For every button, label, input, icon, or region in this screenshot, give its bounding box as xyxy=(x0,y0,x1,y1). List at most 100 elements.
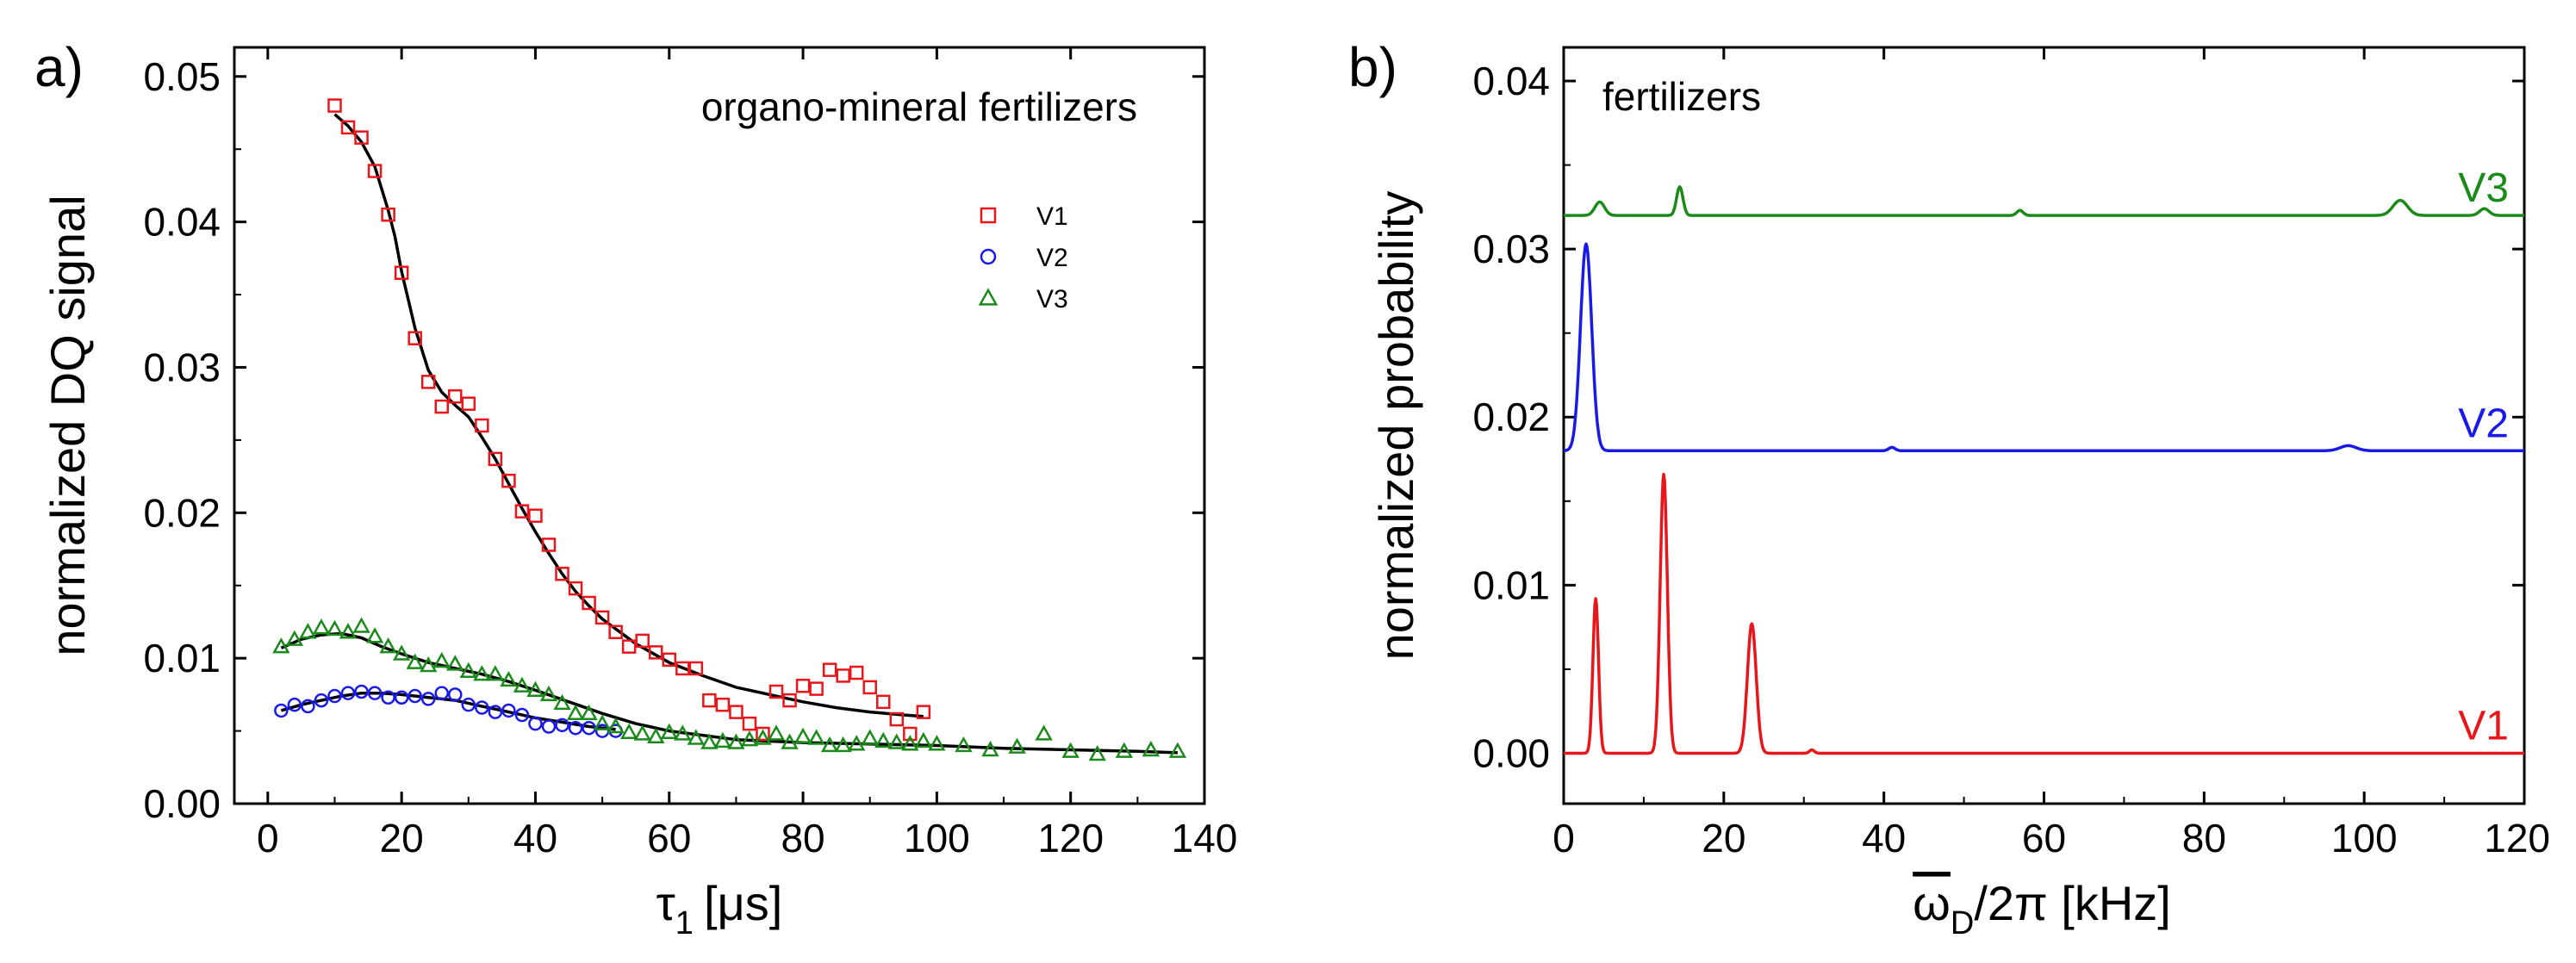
x-tick-label: 80 xyxy=(781,816,824,860)
y-tick-label: 0.00 xyxy=(1472,730,1550,775)
data-point-triangle xyxy=(687,729,705,745)
data-point-triangle xyxy=(1168,742,1187,758)
data-point-square xyxy=(475,418,489,433)
panel-b-label: b) xyxy=(1348,36,1397,98)
panel-a-x-axis-label: τ1 [μs] xyxy=(656,876,783,941)
data-point-triangle xyxy=(1088,744,1106,761)
data-point-triangle xyxy=(285,630,304,646)
data-point-triangle xyxy=(887,733,905,749)
data-point-square xyxy=(408,331,422,345)
data-point-square xyxy=(434,399,449,414)
panel-b-x-rest: /2π [kHz] xyxy=(1974,876,2170,930)
data-point-triangle xyxy=(807,729,825,745)
data-point-triangle xyxy=(713,731,732,749)
data-point-triangle xyxy=(848,735,866,751)
data-point-square xyxy=(420,375,436,389)
data-point-triangle xyxy=(580,704,598,721)
legend-entry-label: V2 xyxy=(1036,244,1068,272)
data-point-triangle xyxy=(767,724,786,741)
data-point-triangle xyxy=(486,665,505,681)
data-point-circle xyxy=(301,699,315,714)
data-point-square xyxy=(367,164,383,178)
data-point-square xyxy=(340,120,356,135)
data-point-square xyxy=(608,624,623,640)
data-point-square xyxy=(795,678,811,693)
data-point-square xyxy=(903,726,918,742)
data-point-triangle xyxy=(352,617,370,633)
data-point-circle xyxy=(394,690,409,705)
data-point-square xyxy=(702,693,717,708)
data-point-square xyxy=(756,726,770,742)
data-point-circle xyxy=(448,687,463,702)
panel-a-label: a) xyxy=(34,36,84,98)
data-point-square xyxy=(889,711,905,727)
data-point-square xyxy=(980,207,997,224)
data-point-square xyxy=(635,633,650,649)
panel-b-annotation: fertilizers xyxy=(1602,74,1761,119)
panel-a-chart: 0 20 40 60 80 100 120 140 0.00 0.01 0.02 0.03 0.04 0.… xyxy=(34,36,1237,941)
distribution-line xyxy=(1563,472,2525,755)
data-point-square xyxy=(582,595,596,611)
data-point-square xyxy=(514,504,530,519)
data-point-square xyxy=(688,661,704,676)
y-tick-label: 0.00 xyxy=(143,781,221,826)
data-point-triangle xyxy=(928,735,946,751)
data-point-triangle xyxy=(834,736,852,753)
data-point-square xyxy=(809,681,824,696)
x-tick-label: 120 xyxy=(2484,816,2550,860)
data-point-triangle xyxy=(299,623,317,639)
data-point-triangle xyxy=(539,685,558,702)
y-tick-label: 0.05 xyxy=(143,54,221,99)
data-point-circle xyxy=(340,686,356,700)
data-point-triangle xyxy=(339,623,358,639)
x-tick-label: 100 xyxy=(2331,816,2398,860)
data-point-triangle xyxy=(754,729,772,745)
data-point-square xyxy=(648,645,663,660)
x-tick-label: 60 xyxy=(2022,816,2066,860)
panel-a-x-unit: [μs] xyxy=(704,876,782,930)
data-point-triangle xyxy=(1008,737,1026,754)
data-point-square xyxy=(461,396,476,411)
data-point-square xyxy=(594,610,610,625)
x-tick-label: 20 xyxy=(380,816,424,860)
y-tick-label: 0.04 xyxy=(143,200,221,245)
data-point-triangle xyxy=(914,731,933,749)
panel-b-ticks: 0 20 40 60 80 100 120 0.00 0.01 0.02 0.03 0.04 xyxy=(1472,47,2550,860)
data-point-square xyxy=(555,566,569,581)
data-point-square xyxy=(675,661,690,676)
data-point-circle xyxy=(541,719,557,734)
data-point-square xyxy=(528,508,543,523)
data-point-square xyxy=(621,639,637,654)
data-point-triangle xyxy=(1035,724,1053,741)
distribution-line xyxy=(1563,185,2525,217)
data-point-triangle xyxy=(820,736,839,753)
legend-entry-label: V1 xyxy=(1036,202,1068,231)
x-tick-label: 40 xyxy=(513,816,557,860)
y-tick-label: 0.03 xyxy=(1472,227,1550,271)
data-point-square xyxy=(501,473,516,488)
panel-b-x-axis-label: ωD/2π [kHz] xyxy=(1913,876,2171,941)
data-point-square xyxy=(876,694,891,710)
x-tick-label: 40 xyxy=(1862,816,1906,860)
x-tick-label: 0 xyxy=(1552,816,1575,860)
data-point-triangle xyxy=(607,717,625,734)
data-point-triangle xyxy=(312,618,331,635)
data-point-circle xyxy=(501,703,516,718)
data-point-triangle xyxy=(633,724,651,741)
data-point-square xyxy=(662,652,677,668)
panel-a-y-axis-label: normalized DQ signal xyxy=(40,195,95,655)
x-tick-label: 100 xyxy=(904,816,970,860)
data-point-circle xyxy=(475,700,489,715)
data-point-square xyxy=(568,581,583,596)
data-point-triangle xyxy=(566,704,585,721)
data-point-circle xyxy=(514,707,530,723)
data-point-square xyxy=(729,705,744,719)
data-point-triangle xyxy=(674,724,692,741)
data-point-square xyxy=(916,705,931,719)
x-tick-label: 20 xyxy=(1702,816,1745,860)
y-tick-label: 0.02 xyxy=(1472,395,1550,439)
data-point-circle xyxy=(314,693,329,708)
legend-entry-label: V3 xyxy=(1036,285,1068,314)
panel-a-annotation: organo-mineral fertilizers xyxy=(701,84,1137,129)
data-point-triangle xyxy=(513,676,532,693)
